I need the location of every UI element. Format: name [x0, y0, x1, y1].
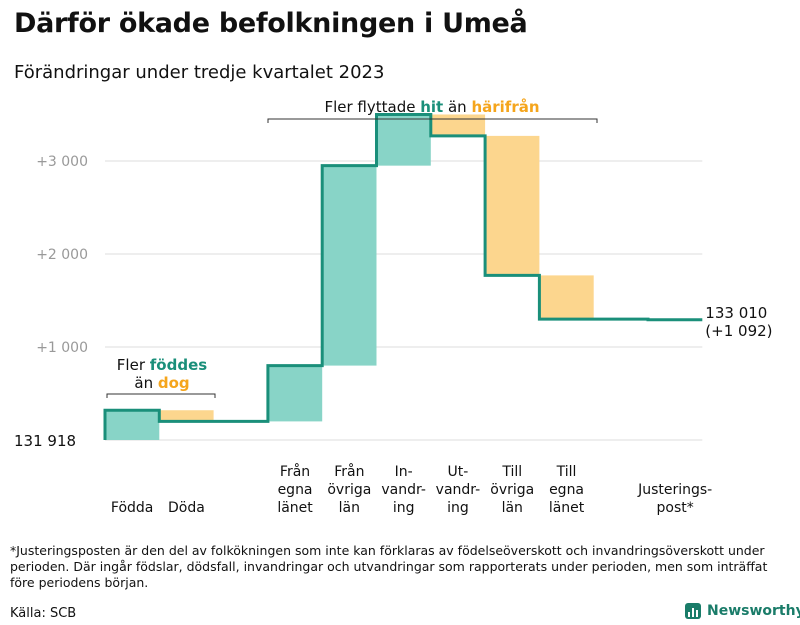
category-label: Döda	[168, 500, 205, 516]
category-label: övriga	[490, 482, 534, 498]
migration-annotation: Fler flyttade hit än härifrån	[324, 98, 539, 116]
category-label: län	[339, 500, 360, 516]
category-label: Från	[334, 463, 364, 480]
end-change-label: (+1 092)	[705, 322, 772, 340]
category-label: post*	[657, 500, 694, 516]
waterfall-bar	[539, 275, 594, 320]
category-label: In-	[395, 464, 413, 480]
migration-annotation-part: hit	[420, 98, 443, 116]
migration-annotation-part: Fler flyttade	[324, 98, 420, 116]
category-label: egna	[278, 482, 313, 498]
births-bracket	[106, 393, 216, 398]
category-label: Från	[280, 463, 310, 480]
births-annotation-line2-part: än	[134, 374, 157, 392]
migration-annotation-part: än	[443, 98, 471, 116]
waterfall-bar	[485, 135, 540, 276]
category-label: län	[502, 500, 523, 516]
waterfall-bar	[322, 165, 377, 366]
end-value-label: 133 010	[705, 304, 767, 322]
brand-name: Newsworthy	[707, 603, 800, 619]
category-label: vandr-	[436, 482, 481, 498]
migration-bracket	[267, 118, 598, 123]
waterfall-bar	[105, 410, 160, 440]
births-annotation-line1: Fler föddes	[117, 356, 207, 374]
category-label: länet	[277, 500, 313, 516]
category-label: ing	[447, 500, 469, 516]
waterfall-bar	[159, 410, 214, 422]
chart-subtitle: Förändringar under tredje kvartalet 2023	[14, 62, 385, 83]
waterfall-chart: +1 000 +2 000 +3 000 Födda Döda Från egna länet…	[14, 98, 773, 516]
waterfall-bar	[267, 365, 323, 422]
source-note: Källa: SCB	[10, 606, 77, 621]
waterfall-bar	[376, 114, 431, 166]
category-label: länet	[549, 500, 585, 516]
y-tick-label: +1 000	[36, 340, 88, 356]
chart-title: Därför ökade befolkningen i Umeå	[14, 8, 528, 39]
brand-logo: Newsworthy	[685, 603, 800, 619]
migration-annotation-part: härifrån	[471, 98, 539, 116]
category-label: Födda	[111, 500, 153, 516]
y-tick-label: +2 000	[36, 247, 88, 263]
category-label: egna	[549, 482, 584, 498]
births-annotation-line1-part: Fler	[117, 356, 150, 374]
category-label: Till	[501, 464, 522, 480]
births-annotation-line1-part: föddes	[150, 356, 207, 374]
category-label: ing	[393, 500, 415, 516]
cumulative-step-line	[103, 113, 703, 440]
category-label: vandr-	[381, 482, 426, 498]
category-label: övriga	[327, 482, 371, 498]
category-label: Justerings-	[637, 482, 712, 498]
y-tick-label: +3 000	[36, 154, 88, 170]
category-label: Ut-	[448, 464, 469, 480]
category-label: Till	[556, 464, 577, 480]
bar-chart-icon	[685, 603, 701, 619]
waterfall-bar	[430, 114, 486, 136]
births-annotation-line2-part: dog	[158, 374, 190, 392]
start-value-label: 131 918	[14, 432, 76, 450]
footnote: *Justeringsposten är den del av folkökni…	[10, 543, 768, 590]
births-annotation-line2: än dog	[134, 374, 189, 392]
